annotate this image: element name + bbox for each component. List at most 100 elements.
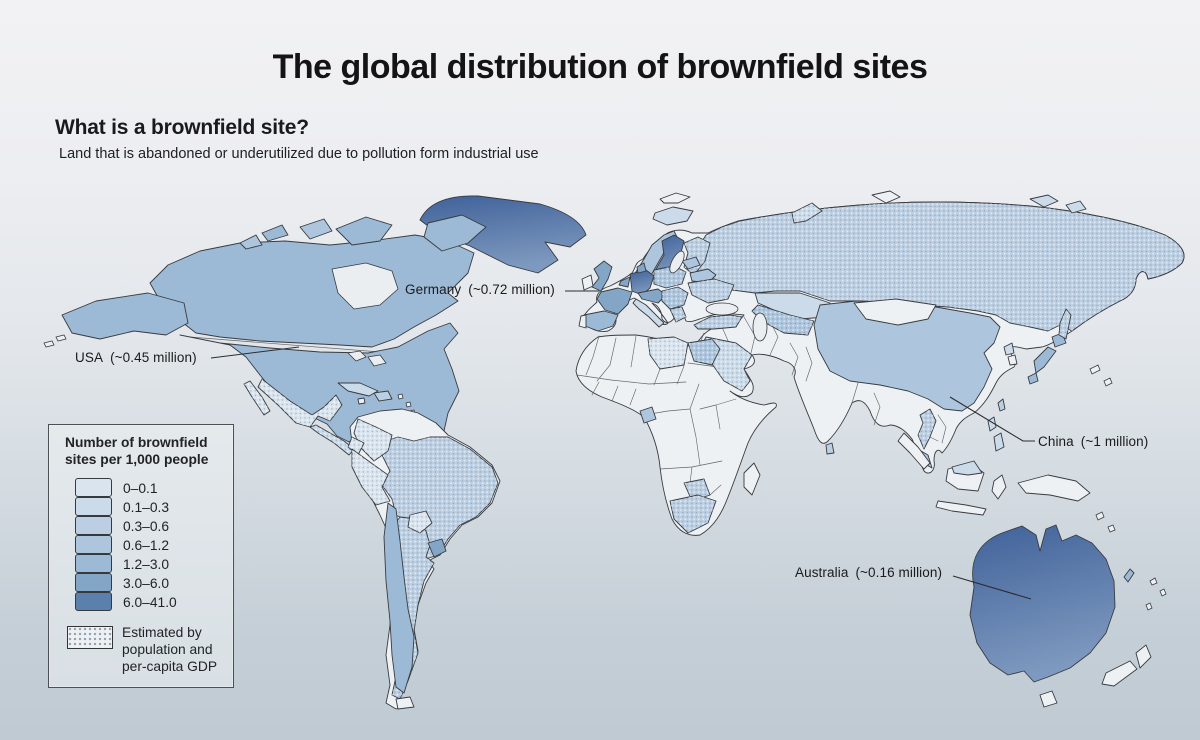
south-korea bbox=[1007, 354, 1018, 366]
egypt-dot-pattern bbox=[688, 339, 720, 365]
svalbard bbox=[659, 192, 691, 204]
thailand-dot-pattern bbox=[918, 409, 936, 449]
malaysia-borneo bbox=[951, 460, 983, 476]
victoria-island bbox=[335, 216, 393, 246]
china bbox=[813, 300, 1001, 412]
intro-block: What is a brownfield site? Land that is … bbox=[55, 116, 539, 162]
ukraine-dot-pattern bbox=[688, 279, 734, 303]
baja-california-dot-pattern bbox=[244, 381, 270, 415]
annotation-line-usa bbox=[210, 346, 300, 359]
turkey-dot-pattern bbox=[694, 315, 742, 329]
arctic-island bbox=[239, 234, 263, 250]
legend-classes: 0–0.1 0.1–0.3 0.3–0.6 0.6–1.2 1.2–3.0 3.0–6.0… bbox=[75, 478, 223, 612]
map-legend: Number of brownfield sites per 1,000 peo… bbox=[48, 424, 234, 688]
caspian-sea bbox=[752, 312, 768, 342]
new-zealand-south bbox=[1101, 660, 1138, 687]
aleutian-islands bbox=[43, 334, 67, 348]
black-sea bbox=[705, 302, 739, 316]
annotation-country: Australia bbox=[795, 565, 849, 580]
baffin-island bbox=[423, 214, 487, 252]
java bbox=[935, 500, 987, 516]
peru-dot-pattern bbox=[352, 449, 390, 505]
alaska bbox=[61, 292, 189, 340]
legend-title: Number of brownfield sites per 1,000 peo… bbox=[65, 435, 209, 467]
arctic-island bbox=[871, 190, 901, 204]
north-korea bbox=[1003, 342, 1015, 356]
great-lakes bbox=[347, 350, 387, 367]
denmark bbox=[636, 262, 647, 274]
cuba bbox=[337, 382, 379, 397]
legend-class-row: 0.3–0.6 bbox=[75, 516, 223, 536]
estimated-pattern-swatch bbox=[67, 625, 113, 649]
novaya-zemlya-dot-pattern bbox=[792, 203, 822, 223]
arctic-island bbox=[1029, 194, 1059, 208]
philippines bbox=[993, 432, 1005, 452]
iceland bbox=[652, 206, 694, 226]
intro-answer: Land that is abandoned or underutilized … bbox=[59, 146, 539, 162]
legend-class-label: 6.0–41.0 bbox=[123, 594, 177, 610]
annotation-line-australia bbox=[952, 575, 1032, 600]
legend-class-row: 6.0–41.0 bbox=[75, 592, 223, 612]
legend-class-row: 0.6–1.2 bbox=[75, 535, 223, 555]
annotation-germany: Germany (~0.72 million) bbox=[405, 282, 555, 297]
colombia-dot-pattern bbox=[354, 419, 392, 461]
canada bbox=[149, 234, 475, 348]
australia bbox=[969, 524, 1116, 683]
madagascar bbox=[743, 462, 761, 496]
brazil-dot-pattern bbox=[380, 437, 498, 559]
central-asia-dot-pattern bbox=[752, 305, 814, 335]
france bbox=[596, 287, 633, 315]
portugal bbox=[578, 314, 587, 329]
benelux bbox=[618, 276, 631, 288]
kazakhstan bbox=[754, 292, 831, 320]
poland-dot-pattern bbox=[654, 266, 686, 288]
mongolia bbox=[853, 298, 937, 326]
tierra-del-fuego bbox=[395, 696, 415, 710]
united-kingdom bbox=[591, 260, 613, 292]
tasmania bbox=[1039, 690, 1058, 708]
chile bbox=[383, 502, 415, 694]
arctic-island bbox=[261, 224, 289, 242]
greece-dot-pattern bbox=[670, 307, 686, 322]
annotation-china: China (~1 million) bbox=[1038, 434, 1148, 449]
italy bbox=[632, 298, 665, 328]
page-title: The global distribution of brownfield si… bbox=[272, 48, 928, 86]
sri-lanka bbox=[825, 442, 835, 455]
legend-class-label: 1.2–3.0 bbox=[123, 556, 170, 572]
sulawesi bbox=[991, 474, 1007, 500]
annotation-value: (~1 million) bbox=[1080, 434, 1149, 449]
japan-honshu bbox=[1033, 346, 1057, 374]
sakhalin-dot-pattern bbox=[1059, 309, 1071, 339]
legend-estimated: Estimated by population and per-capita G… bbox=[67, 624, 223, 675]
legend-class-row: 0.1–0.3 bbox=[75, 497, 223, 517]
annotation-australia: Australia (~0.16 million) bbox=[795, 565, 942, 580]
hudson-bay bbox=[331, 262, 399, 310]
legend-swatch bbox=[75, 535, 112, 555]
legend-class-label: 3.0–6.0 bbox=[123, 575, 170, 591]
legend-class-label: 0–0.1 bbox=[123, 480, 158, 496]
sumatra bbox=[897, 432, 931, 470]
balkans-dot-pattern bbox=[662, 287, 688, 309]
baltic-states bbox=[681, 256, 701, 270]
legend-class-label: 0.6–1.2 bbox=[123, 537, 170, 553]
pacific-islands bbox=[1089, 364, 1167, 611]
annotation-usa: USA (~0.45 million) bbox=[75, 350, 197, 365]
annotation-country: China bbox=[1038, 434, 1074, 449]
estimated-label: Estimated by population and per-capita G… bbox=[122, 624, 218, 674]
legend-swatch bbox=[75, 573, 112, 593]
world-map bbox=[43, 190, 1185, 710]
hispaniola bbox=[373, 390, 393, 402]
legend-swatch bbox=[75, 497, 112, 517]
new-guinea bbox=[1017, 474, 1091, 502]
mexico-dot-pattern bbox=[258, 379, 342, 427]
central-america-dot-pattern bbox=[310, 425, 354, 455]
uruguay bbox=[427, 538, 447, 558]
banks-island bbox=[299, 218, 333, 240]
new-caledonia bbox=[1123, 568, 1135, 583]
south-africa-dot-pattern bbox=[670, 495, 716, 533]
legend-swatch bbox=[75, 478, 112, 498]
paraguay-dot-pattern bbox=[408, 511, 432, 533]
arctic-island bbox=[1065, 200, 1087, 214]
legend-class-row: 0–0.1 bbox=[75, 478, 223, 498]
